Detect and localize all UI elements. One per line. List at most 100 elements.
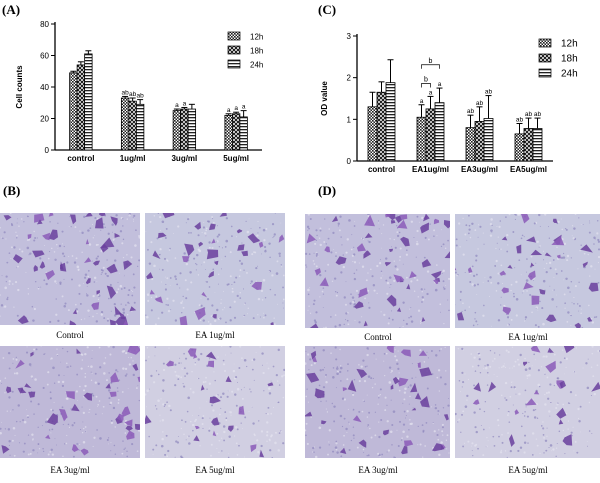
membrane-pore: [542, 427, 545, 430]
membrane-pore: [459, 290, 462, 293]
membrane-pore: [520, 274, 522, 276]
membrane-pore: [394, 456, 396, 458]
membrane-pore: [343, 323, 345, 326]
membrane-pore: [81, 406, 83, 408]
membrane-pore: [373, 289, 376, 292]
micrograph-background: [0, 346, 140, 458]
membrane-pore: [457, 347, 460, 350]
membrane-pore: [501, 441, 504, 444]
membrane-pore: [222, 392, 225, 395]
stained-cell: [392, 376, 400, 385]
membrane-pore: [399, 247, 402, 250]
membrane-pore: [386, 420, 389, 423]
membrane-pore: [236, 454, 239, 456]
bar-18h: [523, 128, 534, 162]
membrane-pore: [78, 284, 81, 287]
caption-d-control: Control: [364, 332, 392, 342]
membrane-pore: [447, 404, 450, 407]
membrane-pore: [0, 227, 1, 229]
membrane-pore: [252, 317, 255, 320]
membrane-pore: [265, 227, 268, 231]
stained-cell: [523, 361, 528, 367]
membrane-pore: [500, 264, 503, 267]
membrane-pore: [489, 365, 492, 368]
membrane-pore: [11, 439, 14, 442]
membrane-pore: [43, 245, 45, 246]
membrane-pore: [315, 265, 318, 268]
membrane-pore: [314, 321, 317, 324]
membrane-pore: [404, 417, 406, 419]
membrane-pore: [308, 369, 310, 371]
membrane-pore: [575, 347, 578, 349]
membrane-pore: [0, 427, 2, 430]
membrane-pore: [162, 362, 165, 365]
membrane-pore: [559, 361, 562, 364]
membrane-pore: [533, 353, 535, 356]
membrane-pore: [49, 451, 51, 453]
membrane-pore: [464, 309, 467, 312]
membrane-pore: [396, 268, 399, 271]
membrane-pore: [221, 247, 223, 249]
membrane-pore: [490, 281, 493, 284]
stained-cell: [211, 238, 216, 244]
stained-cell: [132, 363, 139, 371]
membrane-pore: [305, 429, 307, 432]
panel-label-a: (A): [2, 2, 21, 17]
membrane-pore: [8, 367, 11, 370]
membrane-pore: [477, 283, 479, 286]
membrane-pore: [69, 216, 71, 218]
membrane-pore: [387, 449, 391, 452]
membrane-pore: [567, 286, 570, 290]
stained-cell: [33, 265, 38, 272]
membrane-pore: [354, 319, 356, 321]
membrane-pore: [268, 270, 270, 273]
membrane-pore: [385, 257, 388, 260]
membrane-pore: [221, 258, 223, 260]
membrane-pore: [233, 363, 235, 365]
membrane-pore: [582, 224, 584, 226]
membrane-pore: [392, 410, 396, 413]
membrane-pore: [16, 267, 17, 269]
membrane-pore: [471, 450, 473, 451]
stained-cell: [24, 383, 32, 389]
membrane-pore: [305, 252, 308, 255]
stained-cell: [1, 445, 10, 454]
membrane-pore: [410, 280, 413, 283]
membrane-pore: [45, 282, 48, 286]
membrane-pore: [531, 454, 534, 456]
membrane-pore: [431, 406, 433, 408]
membrane-pore: [429, 223, 431, 225]
stained-cell: [30, 351, 34, 357]
membrane-pore: [283, 374, 285, 377]
membrane-pore: [77, 268, 80, 271]
membrane-pore: [4, 377, 7, 379]
membrane-pore: [367, 348, 369, 350]
membrane-pore: [57, 222, 59, 224]
stained-cell: [533, 390, 540, 395]
membrane-pore: [506, 456, 508, 458]
stained-cell: [211, 417, 220, 426]
membrane-pore: [518, 392, 521, 396]
caption-b-control: Control: [56, 330, 84, 340]
membrane-pore: [499, 451, 503, 454]
membrane-pore: [244, 456, 246, 458]
membrane-pore: [56, 244, 58, 246]
membrane-pore: [339, 414, 343, 418]
membrane-pore: [536, 444, 539, 447]
membrane-pore: [390, 371, 392, 374]
stained-cell: [384, 262, 392, 267]
membrane-pore: [589, 222, 591, 224]
membrane-pore: [86, 285, 88, 287]
stained-cell: [420, 396, 430, 408]
membrane-pore: [217, 283, 219, 285]
stained-cell: [214, 260, 219, 266]
membrane-pore: [8, 283, 11, 285]
membrane-pore: [198, 377, 200, 380]
membrane-pore: [28, 363, 32, 366]
category-label: EA5ug/ml: [510, 165, 547, 174]
membrane-pore: [507, 351, 510, 354]
membrane-pore: [186, 372, 189, 375]
membrane-pore: [544, 393, 546, 396]
significance-label: ab: [476, 100, 484, 107]
membrane-pore: [277, 303, 279, 305]
